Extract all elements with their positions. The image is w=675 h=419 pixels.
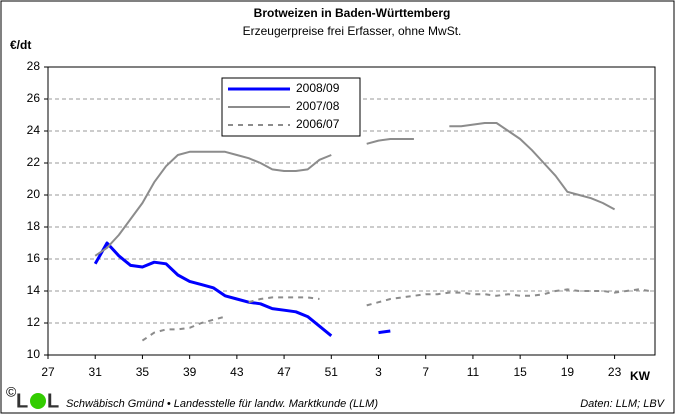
y-tick-label: 28: [27, 59, 41, 73]
y-axis-label: €/dt: [10, 38, 31, 52]
legend: 2008/09 2007/08 2006/07: [221, 77, 361, 137]
y-tick-label: 14: [27, 283, 41, 297]
y-tick-label: 22: [27, 155, 41, 169]
y-tick-label: 10: [27, 347, 41, 361]
footer-source: Schwäbisch Gmünd • Landesstelle für land…: [66, 398, 378, 410]
series-line: [93, 241, 391, 337]
legend-label: 2008/09: [296, 81, 340, 95]
chart-subtitle: Erzeugerpreise frei Erfasser, ohne MwSt.: [243, 24, 462, 38]
footer-data: Daten: LLM; LBV: [580, 398, 665, 410]
x-tick-label: 35: [136, 365, 150, 379]
y-tick-label: 24: [27, 123, 41, 137]
chart-title: Brotweizen in Baden-Württemberg: [254, 6, 451, 20]
logo-letter: L: [16, 390, 28, 412]
y-tick-label: 18: [27, 219, 41, 233]
y-tick-label: 12: [27, 315, 41, 329]
legend-label: 2007/08: [296, 99, 340, 113]
legend-label: 2006/07: [296, 117, 340, 131]
y-tick-label: 26: [27, 91, 41, 105]
x-tick-label: 43: [230, 365, 244, 379]
x-tick-label: 39: [183, 365, 197, 379]
x-tick-label: 15: [513, 365, 527, 379]
series-line: [141, 288, 651, 342]
x-tick-label: 23: [608, 365, 622, 379]
x-tick-label: 3: [375, 365, 382, 379]
logo-letter: L: [47, 390, 59, 412]
x-tick-label: 7: [422, 365, 429, 379]
logo-dot: [30, 393, 46, 409]
x-tick-label: 51: [325, 365, 339, 379]
series-line: [94, 122, 616, 257]
x-tick-label: 19: [561, 365, 575, 379]
x-tick-label: 31: [89, 365, 103, 379]
x-tick-label: 11: [467, 365, 480, 379]
y-tick-label: 20: [27, 187, 41, 201]
x-tick-label: 27: [41, 365, 55, 379]
y-tick-label: 16: [27, 251, 41, 265]
x-axis-label: KW: [630, 369, 651, 383]
x-tick-label: 47: [277, 365, 291, 379]
copyright: ©: [6, 384, 17, 400]
